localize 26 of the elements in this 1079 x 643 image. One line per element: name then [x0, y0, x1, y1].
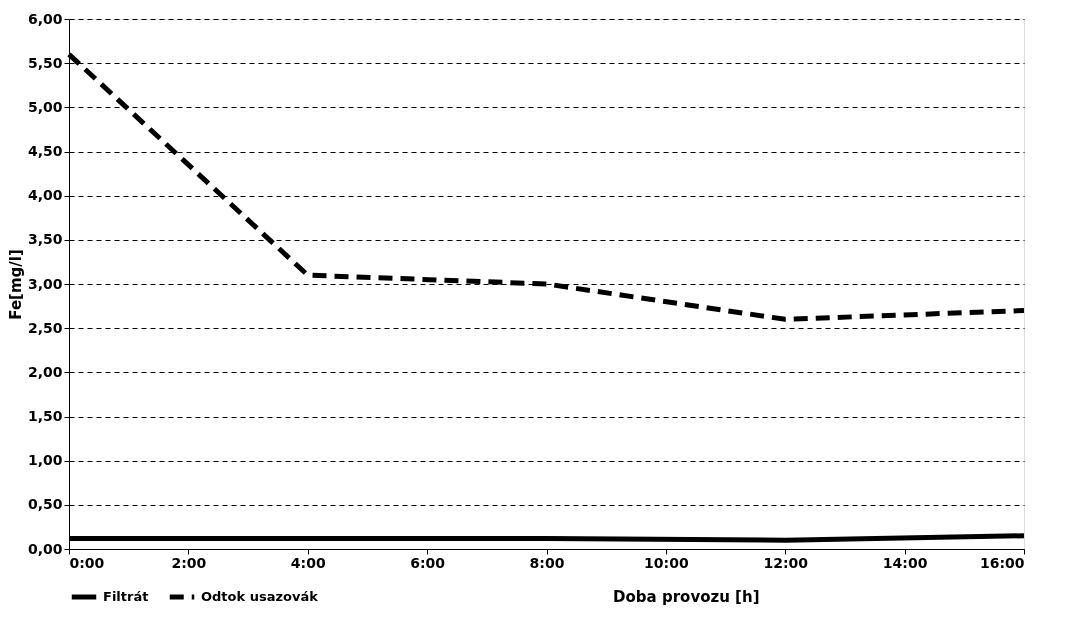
y-tick-label: 3,50	[27, 231, 63, 248]
y-tick-label: 1,00	[27, 452, 63, 469]
x-axis-title: Doba provozu [h]	[613, 587, 760, 606]
y-tick-label: 0,00	[27, 540, 63, 557]
y-tick-label: 1,50	[27, 408, 63, 424]
y-tick-label: 3,00	[27, 275, 63, 292]
y-tick-label: 0,50	[27, 496, 63, 513]
legend-label: Filtrát	[103, 589, 149, 604]
legend-label: Odtok usazovák	[201, 589, 319, 604]
x-tick-label: 16:00	[979, 554, 1025, 571]
x-tick-label: 10:00	[644, 554, 689, 571]
y-tick-label: 2,00	[27, 363, 63, 380]
x-tick-label: 0:00	[69, 554, 105, 571]
y-tick-label: 2,50	[27, 319, 63, 336]
y-tick-label: 4,00	[27, 187, 63, 204]
y-axis-title: Fe[mg/l]	[6, 249, 25, 320]
x-tick-label: 6:00	[410, 554, 446, 571]
x-tick-label: 12:00	[763, 554, 809, 571]
x-tick-label: 8:00	[529, 554, 565, 571]
x-tick-label: 4:00	[290, 554, 326, 571]
y-tick-label: 4,50	[27, 143, 63, 159]
y-tick-label: 5,50	[27, 54, 63, 71]
x-tick-label: 2:00	[171, 554, 207, 571]
x-tick-label: 14:00	[882, 554, 928, 571]
y-tick-label: 6,00	[27, 10, 63, 27]
y-tick-label: 5,00	[27, 98, 63, 115]
